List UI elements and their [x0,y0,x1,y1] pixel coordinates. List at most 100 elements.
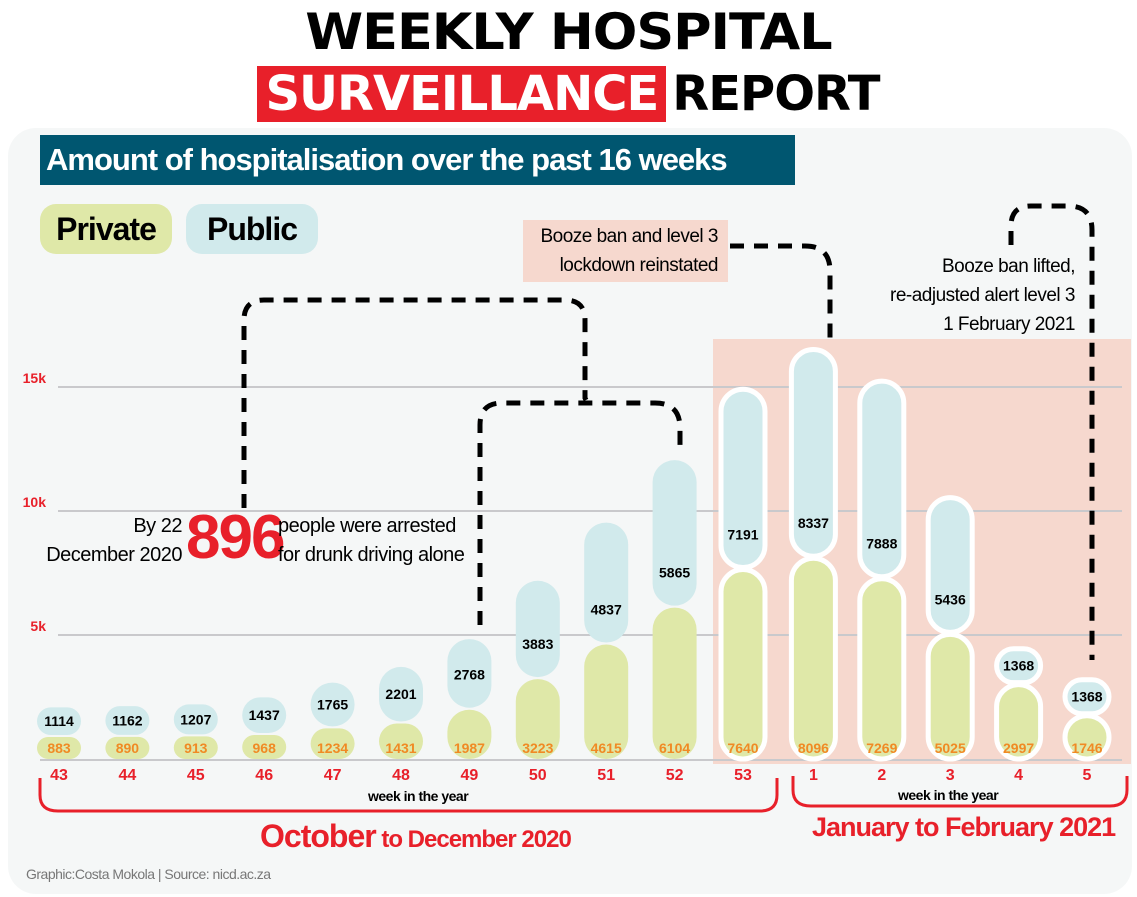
bar-group-week-2: 7269 7888 [857,378,907,762]
data-label-public: 4837 [591,602,622,618]
y-tick-labels: 5k 10k 15k [23,370,47,634]
bar-public-week-52 [652,460,697,606]
bar-group-week-46: 968 1437 [242,697,287,759]
data-label-private: 968 [253,740,277,756]
annotation-arrest-date-line-2: December 2020 [46,544,182,566]
bar-private-week-53 [718,567,768,762]
annotation-arrest-text-line-2: for drunk driving alone [278,544,465,566]
x-tick-label: 45 [187,767,205,784]
data-label-public: 1114 [44,713,74,729]
x-tick-label: 43 [50,767,68,784]
data-label-private: 883 [47,740,71,756]
data-label-public: 1437 [249,707,280,723]
headline-rest: REPORT [672,66,880,122]
bar-private-week-5 [1062,713,1112,762]
bar-private-week-1 [788,555,838,762]
x-tick-label: 44 [119,767,137,784]
chart-subtitle: Amount of hospitalisation over the past … [40,135,795,185]
data-label-public: 1207 [180,711,211,727]
annotation-lifted-line-1: Booze ban lifted, [941,256,1076,277]
bar-public-week-43 [37,707,81,735]
data-label-public: 1765 [317,697,348,713]
data-label-private: 1234 [317,740,348,756]
data-label-private: 7640 [727,740,758,756]
connector-booze-lifted [1008,203,1095,660]
x-tick-label: 2 [877,767,886,784]
bar-private-week-47 [310,728,355,759]
bar-private-week-4 [994,682,1044,762]
bar-private-week-52 [652,607,697,759]
data-label-public: 5436 [935,591,966,607]
x-tick-label: 46 [255,767,273,784]
bar-private-week-45 [173,736,218,759]
data-label-private: 5025 [935,740,966,756]
y-tick-label: 5k [30,618,46,634]
bar-private-week-48 [379,723,423,759]
data-label-public: 1162 [112,713,143,729]
period-label-2020-month: October [260,818,377,854]
annotation-arrest-text: people were arrested for drunk driving a… [278,512,488,570]
bar-group-week-44: 890 1162 [105,706,150,759]
x-tick-label: 50 [529,767,547,784]
bar-public-week-50 [515,580,560,678]
bar-private-week-50 [515,679,560,759]
bar-public-week-46 [242,697,287,733]
bar-group-week-5: 1746 1368 [1062,677,1112,762]
annotation-booze-ban-line-2: lockdown reinstated [559,255,719,276]
bar-group-week-49: 1987 2768 [447,639,492,759]
bar-group-week-45: 913 1207 [173,704,218,759]
data-label-private: 4615 [591,740,622,756]
data-label-private: 1431 [385,740,416,756]
bar-private-week-49 [447,709,492,759]
bar-private-week-46 [242,734,287,759]
bar-private-week-3 [925,631,975,762]
data-label-public: 2201 [385,686,416,702]
data-label-private: 890 [116,740,140,756]
bar-group-week-1: 8096 8337 [788,346,838,762]
x-tick-label: 1 [809,767,818,784]
connector-arrest-to-week52 [241,297,589,508]
data-label-public: 1368 [1003,658,1034,674]
data-label-private: 913 [184,740,208,756]
x-tick-label: 52 [666,767,684,784]
x-tick-label: 47 [324,767,342,784]
annotation-arrest-date: By 22 December 2020 [30,512,182,570]
legend-public: Public [186,204,318,254]
data-label-public: 7191 [727,527,758,543]
x-tick-label: 4 [1014,767,1023,784]
annotation-booze-ban-line-1: Booze ban and level 3 [540,226,718,247]
period-label-2020: October to December 2020 [260,818,572,855]
annotation-lifted-line-3: 1 February 2021 [943,314,1075,335]
bar-group-week-52: 6104 5865 [652,460,697,759]
period-label-2021: January to February 2021 [812,812,1116,842]
annotation-arrest-date-line-1: By 22 [133,515,182,537]
annotation-booze-lifted: Booze ban lifted, re-adjusted alert leve… [820,252,1076,339]
x-axis-label-2020: week in the year [368,788,469,804]
bracket-2020 [38,778,779,813]
data-label-private: 1987 [454,740,485,756]
bar-private-week-51 [584,644,629,759]
annotation-booze-ban: Booze ban and level 3 lockdown reinstate… [523,220,728,282]
headline-highlight: SURVEILLANCE [257,66,667,122]
x-tick-label: 48 [392,767,410,784]
bar-group-week-53: 7640 7191 [718,386,768,762]
bars: 883 1114 890 1162 913 1207 968 1437 1234 1765 1431… [37,346,1112,762]
data-label-private: 1746 [1071,740,1102,756]
bar-group-week-48: 1431 2201 [379,666,423,759]
data-label-public: 5865 [659,565,690,581]
bar-group-week-51: 4615 4837 [584,522,629,759]
y-tick-label: 10k [23,494,47,510]
bar-public-week-48 [379,666,423,722]
highlight-region [713,339,1131,764]
bar-group-week-47: 1234 1765 [310,682,355,759]
connector-booze-ban [730,243,833,340]
bar-private-week-44 [105,736,150,759]
bar-public-week-47 [310,682,355,727]
annotation-arrest-count: 896 [186,503,285,572]
legend-private: Private [40,204,172,254]
bar-group-week-50: 3223 3883 [515,580,560,759]
annotation-arrest-text-line-1: people were arrested [278,515,456,537]
headline-line-1: WEEKLY HOSPITAL [305,3,832,61]
x-tick-label: 3 [946,767,955,784]
